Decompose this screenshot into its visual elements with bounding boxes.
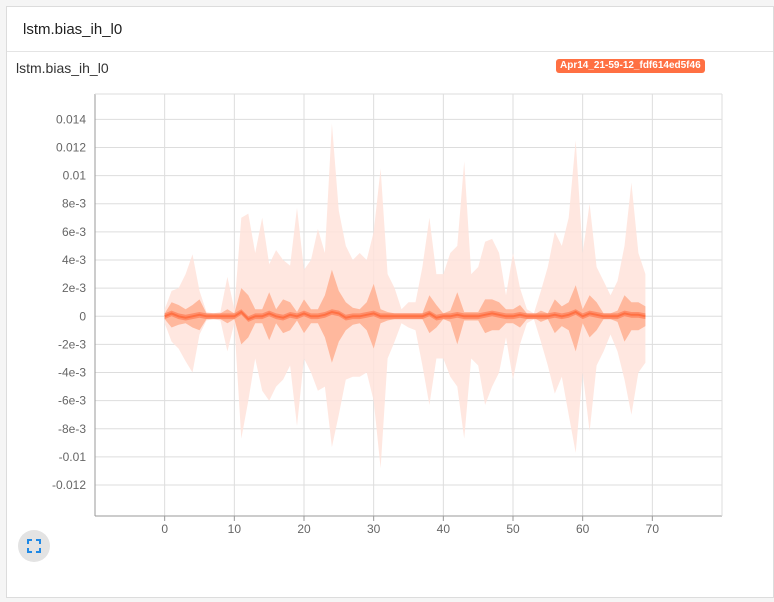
y-tick-label: 0.012 [56,140,86,154]
x-tick-label: 60 [576,522,590,536]
chart-title: lstm.bias_ih_l0 [16,60,109,76]
y-tick-label: -0.01 [59,450,87,464]
x-tick-label: 30 [367,522,381,536]
card-header-title: lstm.bias_ih_l0 [7,7,773,52]
y-tick-label: 4e-3 [62,253,86,267]
x-tick-label: 50 [506,522,520,536]
x-tick-label: 20 [297,522,311,536]
y-tick-label: -6e-3 [58,394,86,408]
x-tick-label: 10 [228,522,242,536]
y-tick-label: -0.012 [52,478,86,492]
outer-band [164,123,646,469]
y-tick-label: 6e-3 [62,225,86,239]
fullscreen-icon [27,539,41,553]
x-tick-label: 40 [437,522,451,536]
run-badge: Apr14_21-59-12_fdf614ed5f46 [556,59,705,73]
y-tick-label: 0 [79,309,86,323]
y-tick-label: -4e-3 [58,366,86,380]
y-tick-label: 8e-3 [62,197,86,211]
band-layer [164,123,646,469]
x-tick-label: 70 [646,522,660,536]
y-tick-label: 2e-3 [62,281,86,295]
expand-button[interactable] [18,530,50,562]
x-tick-label: 0 [161,522,168,536]
axis-layer [94,93,723,521]
tick-label-layer: 0.014 0.012 0.01 8e-3 6e-3 4e-3 2e-3 0 -2e-3 -4e-… [52,112,659,536]
y-tick-label: 0.014 [56,112,86,126]
y-tick-label: -2e-3 [58,337,86,351]
y-tick-label: 0.01 [63,169,87,183]
y-tick-label: -8e-3 [58,422,86,436]
median-line [164,310,646,321]
